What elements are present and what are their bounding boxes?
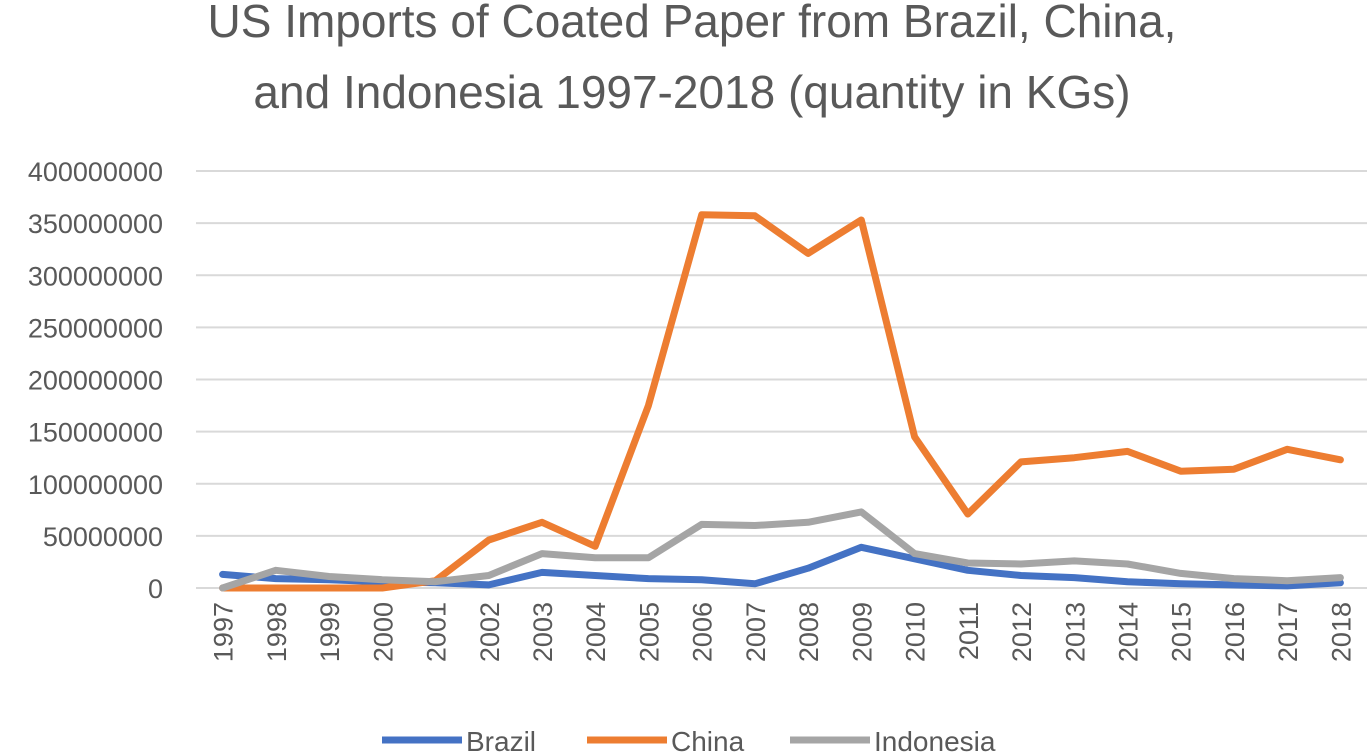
chart-title-line-1: US Imports of Coated Paper from Brazil, … [208,0,1177,47]
legend-label: Indonesia [874,726,996,755]
gridlines [196,170,1367,589]
x-tick-label: 2006 [688,602,718,662]
x-tick-label: 1998 [262,602,292,662]
series-line-china [219,211,1344,592]
y-tick-label: 50000000 [43,522,163,552]
x-tick-label: 2014 [1113,602,1143,662]
x-tick-label: 2000 [368,602,398,662]
x-tick-label: 2009 [847,602,877,662]
series-lines [219,211,1344,592]
y-tick-label: 250000000 [28,313,163,343]
y-tick-label: 100000000 [28,470,163,500]
y-tick-label: 150000000 [28,418,163,448]
x-tick-label: 2002 [475,602,505,662]
x-tick-label: 2011 [954,602,984,660]
x-tick-label: 2012 [1007,602,1037,662]
x-tick-label: 2001 [422,602,452,662]
x-tick-label: 2005 [634,602,664,662]
y-tick-label: 350000000 [28,209,163,239]
chart-title: US Imports of Coated Paper from Brazil, … [208,0,1177,118]
legend-item-china: China [587,726,745,755]
legend-item-brazil: Brazil [382,726,536,755]
y-tick-label: 0 [148,574,163,604]
x-tick-label: 2003 [528,602,558,662]
x-tick-label: 2018 [1326,602,1356,662]
series-line-indonesia [219,508,1344,592]
x-tick-label: 2004 [581,602,611,662]
x-axis-ticks: 1997 1998 1999 2000 2001 2002 2003 2004 2005 2006… [209,602,1357,662]
x-tick-label: 2010 [901,602,931,662]
x-tick-label: 2017 [1273,602,1303,662]
y-tick-label: 200000000 [28,366,163,396]
chart-title-line-2: and Indonesia 1997-2018 (quantity in KGs… [253,66,1130,118]
x-tick-label: 2008 [794,602,824,662]
x-tick-label: 1999 [315,602,345,662]
x-tick-label: 2016 [1220,602,1250,662]
x-tick-label: 2015 [1167,602,1197,662]
legend-label: China [671,726,745,755]
y-tick-label: 300000000 [28,261,163,291]
legend-label: Brazil [466,726,536,755]
legend: Brazil China Indonesia [382,726,996,755]
legend-item-indonesia: Indonesia [790,726,996,755]
x-tick-label: 2013 [1060,602,1090,662]
x-tick-label: 1997 [209,602,239,662]
y-axis-ticks: 0 50000000 100000000 150000000 200000000 2500… [28,157,163,604]
x-tick-label: 2007 [741,602,771,662]
y-tick-label: 400000000 [28,157,163,187]
